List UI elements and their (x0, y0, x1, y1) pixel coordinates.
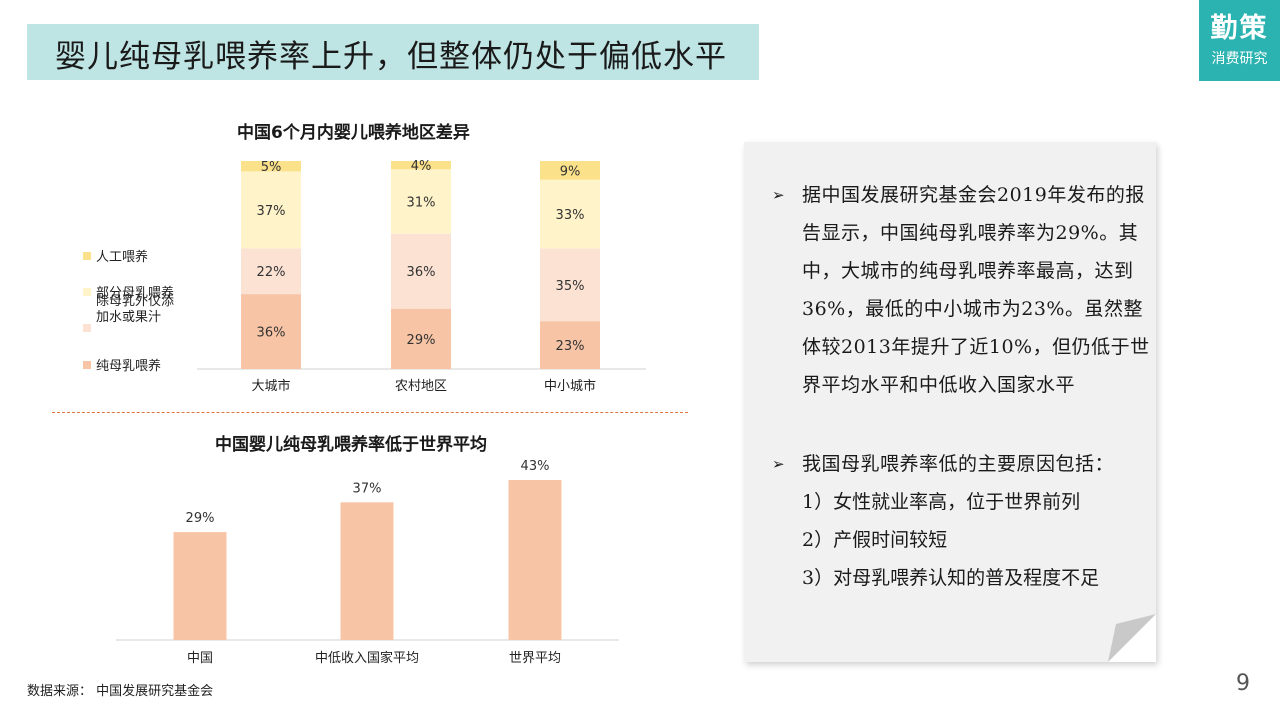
chart1-legend-label: 纯母乳喂养 (96, 358, 161, 374)
page-curl-icon (1108, 614, 1156, 662)
chart1-legend-swatch (83, 288, 91, 296)
title-bar: 婴儿纯母乳喂养率上升，但整体仍处于偏低水平 (27, 24, 759, 80)
arrow-bullet-icon: ➢ (772, 186, 785, 204)
chart2-tick-label: 中低收入国家平均 (315, 650, 419, 666)
chart1-data-label: 29% (407, 333, 436, 348)
chart1-bar-segment (391, 233, 451, 309)
arrow-bullet-icon: ➢ (772, 455, 785, 473)
chart1-data-label: 33% (556, 208, 585, 223)
data-source: 数据来源： 中国发展研究基金会 (27, 684, 214, 699)
chart1-tick-label: 大城市 (251, 378, 290, 394)
page-number: 9 (1236, 671, 1250, 696)
chart2-bar (173, 532, 227, 640)
chart2-bar: 29% 中国 37% 中低收入国家平均 43% 世界平均 (116, 459, 619, 666)
sub-item: 2）产假时间较短 (802, 529, 948, 551)
chart1-legend-swatch (83, 252, 91, 260)
logo-sub-text: 消费研究 (1211, 51, 1268, 67)
chart1-legend-swatch (83, 361, 91, 369)
sub-item: 3）对母乳喂养认知的普及程度不足 (802, 567, 1100, 589)
chart2-data-label: 43% (521, 459, 550, 474)
chart1-title: 中国6个月内婴儿喂养地区差异 (237, 123, 470, 143)
chart1-data-label: 36% (407, 265, 436, 280)
chart1-bar-segment (241, 161, 301, 172)
note-bullet-1-text: 据中国发展研究基金会2019年发布的报告显示，中国纯母乳喂养率为29%。其中，大… (802, 184, 1150, 396)
chart1-bar-segment (241, 294, 301, 369)
chart1-legend-label: 除母乳外仅添加水或果汁 (96, 294, 174, 325)
brand-logo: 勤策 消费研究 (1199, 0, 1280, 81)
chart1-data-label: 4% (411, 159, 432, 174)
chart1-data-label: 23% (556, 339, 585, 354)
chart1-bar-segment (391, 169, 451, 234)
chart1-legend-label: 人工喂养 (96, 249, 148, 265)
chart1-data-label: 35% (556, 279, 585, 294)
note-card (744, 142, 1156, 662)
chart1-data-label: 37% (257, 204, 286, 219)
sub-item: 1）女性就业率高，位于世界前列 (802, 491, 1081, 513)
page-title: 婴儿纯母乳喂养率上升，但整体仍处于偏低水平 (55, 39, 727, 75)
chart1-stacked-bar: 36% 22% 37% 5% 大城市 29% 36% 31% 4% 农村地区 23% 35% 33% 9%… (83, 159, 646, 394)
chart1-tick-label: 农村地区 (395, 379, 447, 394)
chart2-tick-label: 中国 (187, 651, 213, 666)
chart2-title: 中国婴儿纯母乳喂养率低于世界平均 (215, 435, 487, 455)
chart1-bar-segment (241, 248, 301, 295)
chart2-tick-label: 世界平均 (509, 651, 561, 666)
chart1-tick-label: 中小城市 (544, 378, 596, 394)
chart1-bar-segment (391, 161, 451, 170)
chart2-bar (340, 502, 394, 640)
chart1-bar-segment (391, 308, 451, 369)
chart1-data-label: 5% (261, 160, 282, 175)
note-bullet-2-text: 我国母乳喂养率低的主要原因包括： (802, 453, 1115, 475)
chart2-data-label: 29% (186, 511, 215, 526)
chart1-legend-swatch (83, 324, 91, 332)
chart1-bar-segment (540, 248, 600, 322)
chart1-data-label: 9% (560, 164, 581, 179)
chart1-data-label: 22% (257, 265, 286, 280)
logo-main-text: 勤策 (1210, 13, 1269, 44)
chart1-data-label: 36% (257, 326, 286, 341)
chart1-bar-segment (540, 179, 600, 249)
section-divider (52, 412, 688, 413)
chart1-legend-label: 部分母乳喂养 (96, 285, 174, 301)
chart1-bar-segment (241, 171, 301, 249)
chart2-bar (508, 480, 562, 640)
chart2-data-label: 37% (353, 481, 382, 496)
chart1-bar-segment (540, 321, 600, 369)
chart1-data-label: 31% (407, 196, 436, 211)
chart1-bar-segment (540, 161, 600, 180)
